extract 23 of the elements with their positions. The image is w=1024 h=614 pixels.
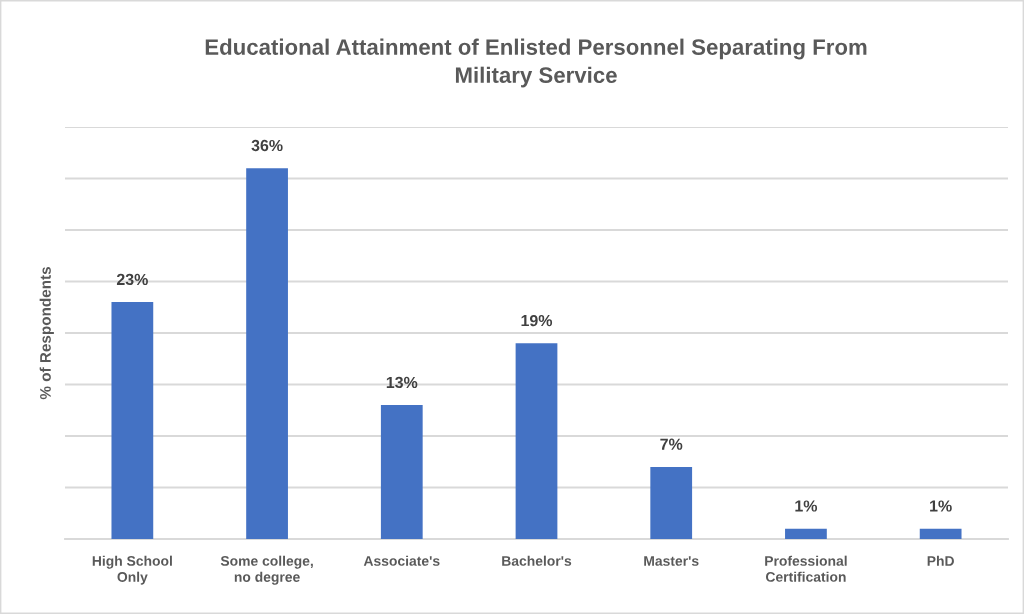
bar bbox=[919, 528, 962, 539]
x-tick-label: Associate's bbox=[363, 555, 440, 566]
x-tick-label: Professional Certification bbox=[765, 555, 847, 582]
chart-title: Educational Attainment of Enlisted Personnel Separating From Military Service bbox=[205, 38, 867, 88]
data-label: 23% bbox=[116, 273, 148, 286]
data-label: 1% bbox=[795, 500, 818, 512]
x-tick-label: PhD bbox=[927, 555, 954, 566]
x-tick-label: Master's bbox=[644, 556, 699, 566]
bar bbox=[785, 528, 827, 539]
data-label: 36% bbox=[251, 139, 283, 152]
data-label: 7% bbox=[660, 438, 683, 450]
bar bbox=[111, 302, 154, 539]
data-label: 1% bbox=[930, 500, 952, 512]
x-tick-label: Bachelor's bbox=[502, 555, 572, 566]
data-label: 13% bbox=[386, 376, 418, 389]
bar bbox=[650, 466, 693, 539]
bar bbox=[246, 168, 288, 539]
x-tick-label: High School Only bbox=[92, 555, 172, 585]
bar bbox=[515, 343, 558, 539]
y-axis-title: % of Respondents bbox=[39, 266, 54, 400]
bar bbox=[380, 405, 423, 539]
x-tick-label: Some college, no degree bbox=[220, 555, 313, 585]
data-label: 19% bbox=[521, 314, 553, 327]
